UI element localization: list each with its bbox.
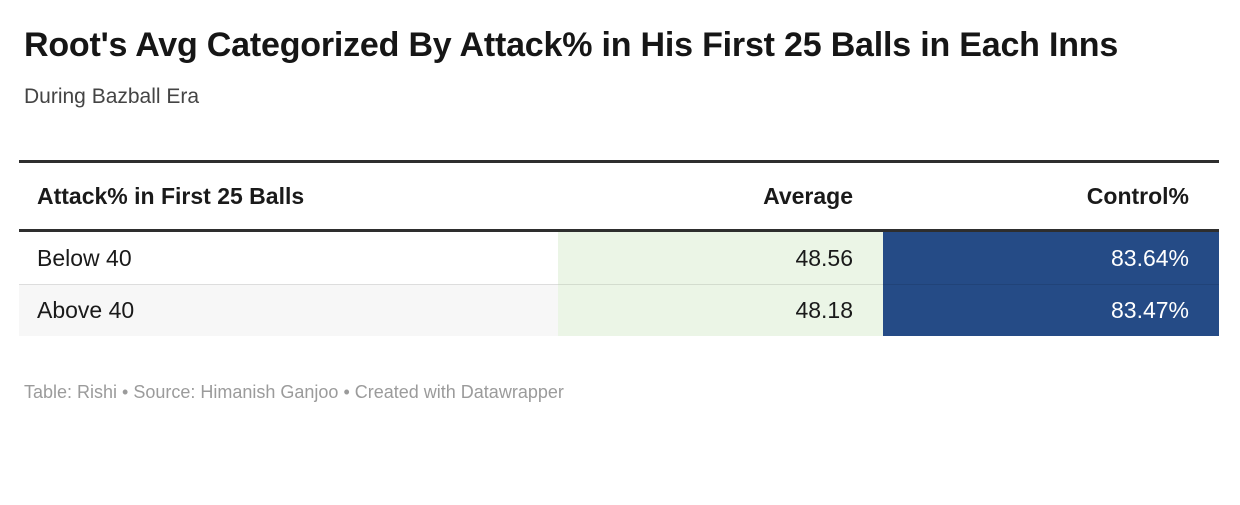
average-value-cell: 48.18 (558, 284, 883, 336)
table-row-above-40: Above 40 48.18 83.47% (19, 284, 1219, 336)
column-header-control-pct: Control% (1086, 182, 1189, 209)
data-table: Attack% in First 25 Balls Average Contro… (19, 160, 1219, 336)
column-header-average: Average (763, 182, 853, 209)
row-label-cell: Below 40 (19, 232, 558, 284)
table-row-below-40: Below 40 48.56 83.64% (19, 232, 1219, 284)
page-subtitle: During Bazball Era (24, 85, 200, 108)
table-header-row: Attack% in First 25 Balls Average Contro… (19, 163, 1219, 232)
control-value-cell: 83.64% (883, 232, 1219, 284)
page-title: Root's Avg Categorized By Attack% in His… (24, 26, 1119, 64)
column-header-attack-pct: Attack% in First 25 Balls (37, 182, 305, 209)
control-value-cell: 83.47% (883, 284, 1219, 336)
datawrapper-table-page: Root's Avg Categorized By Attack% in His… (0, 23, 1240, 505)
average-value-cell: 48.56 (558, 232, 883, 284)
footer-credits: Table: Rishi • Source: Himanish Ganjoo •… (24, 382, 564, 402)
row-label-cell: Above 40 (19, 284, 558, 336)
